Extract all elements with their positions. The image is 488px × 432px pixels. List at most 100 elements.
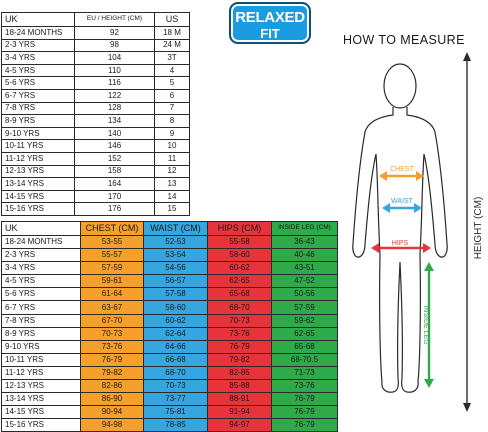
inside-leg-cell: 71-73	[271, 365, 338, 381]
size-uk-cell: 18-24 MONTHS	[1, 234, 81, 250]
eu-height-cell: 128	[74, 101, 155, 116]
size-uk-cell: 15-16 YRS	[1, 418, 81, 432]
size-uk-cell: 2-3 YRS	[1, 38, 75, 53]
how-to-measure-title: HOW TO MEASURE	[343, 33, 465, 47]
size-uk-cell: 6-7 YRS	[1, 300, 81, 315]
hips-cell: 70-73	[207, 313, 272, 328]
inside-leg-cell: 57-59	[271, 300, 338, 315]
inside-leg-cell: 76-79	[271, 405, 338, 420]
table-row: 7-8 YRS 128 7	[1, 101, 190, 116]
chest-cell: 57-59	[80, 261, 144, 276]
hips-cell: 73-76	[207, 326, 272, 341]
table-row: 10-11 YRS 146 10	[1, 139, 190, 153]
table-row: 5-6 YRS 116 5	[1, 76, 190, 90]
hips-cell: 82-85	[207, 365, 272, 381]
chest-cell: 86-90	[80, 392, 144, 407]
chest-arrow-icon	[379, 171, 424, 181]
table-row: 6-7 YRS 122 6	[1, 88, 190, 103]
waist-cell: 52-53	[143, 234, 208, 250]
eu-height-cell: 158	[74, 164, 155, 179]
eu-height-cell: 104	[74, 51, 155, 65]
badge-line-1: RELAXED	[235, 9, 305, 26]
size-us-cell: 24 M	[154, 38, 190, 53]
chest-cell: 53-55	[80, 234, 144, 250]
inside-leg-cell: 76-79	[271, 392, 338, 407]
size-uk-cell: 10-11 YRS	[1, 139, 75, 153]
table-header-row: UK EU / HEIGHT (CM) US	[1, 12, 190, 27]
inside-leg-cell: 43-51	[271, 261, 338, 276]
table-row: 9-10 YRS 73-76 64-66 76-79 65-68	[1, 339, 338, 354]
chest-cell: 90-94	[80, 405, 144, 420]
table-row: 12-13 YRS 82-86 70-73 85-88 73-76	[1, 379, 338, 394]
eu-height-cell: 146	[74, 139, 155, 153]
table-row: 14-15 YRS 170 14	[1, 189, 190, 204]
size-us-cell: 10	[154, 139, 190, 153]
table-row: 4-5 YRS 59-61 56-57 62-65 47-52	[1, 274, 338, 289]
table-row: 7-8 YRS 67-70 60-62 70-73 59-62	[1, 313, 338, 328]
size-uk-cell: 13-14 YRS	[1, 392, 81, 407]
chest-cell: 76-79	[80, 352, 144, 367]
size-uk-cell: 11-12 YRS	[1, 151, 75, 166]
eu-height-cell: 170	[74, 189, 155, 204]
column-header-us: US	[154, 12, 190, 27]
chest-cell: 55-57	[80, 248, 144, 263]
relaxed-fit-badge: RELAXED FIT	[229, 2, 311, 44]
table-row: 4-5 YRS 110 4	[1, 63, 190, 78]
hips-cell: 88-91	[207, 392, 272, 407]
column-header-chest: CHEST (CM)	[80, 221, 144, 236]
inside-leg-label: INSIDE LEG	[422, 305, 429, 344]
height-label: HEIGHT (CM)	[473, 197, 484, 260]
table-row: 10-11 YRS 76-79 66-68 79-82 68-70.5	[1, 352, 338, 367]
waist-cell: 64-66	[143, 339, 208, 354]
hips-cell: 65-68	[207, 287, 272, 302]
inside-leg-cell: 47-52	[271, 274, 338, 289]
hips-label: HIPS	[392, 240, 409, 247]
chest-cell: 79-82	[80, 365, 144, 381]
size-uk-cell: 4-5 YRS	[1, 63, 75, 78]
hips-cell: 62-65	[207, 274, 272, 289]
inside-leg-cell: 36-43	[271, 234, 338, 250]
column-header-uk: UK	[1, 12, 75, 27]
inside-leg-cell: 50-56	[271, 287, 338, 302]
size-uk-cell: 12-13 YRS	[1, 379, 81, 394]
waist-cell: 73-77	[143, 392, 208, 407]
size-us-cell: 18 M	[154, 26, 190, 40]
table-row: 3-4 YRS 104 3T	[1, 51, 190, 65]
chest-cell: 70-73	[80, 326, 144, 341]
size-us-cell: 7	[154, 101, 190, 116]
eu-height-cell: 92	[74, 26, 155, 40]
inside-leg-cell: 76-79	[271, 418, 338, 432]
chest-cell: 94-98	[80, 418, 144, 432]
child-measurement-figure: CHEST WAIST HIPS INSIDE LEG HEIGHT (CM)	[352, 52, 484, 412]
hips-cell: 68-70	[207, 300, 272, 315]
inside-leg-arrow-icon	[424, 262, 434, 388]
hips-cell: 85-88	[207, 379, 272, 394]
table-row: 2-3 YRS 98 24 M	[1, 38, 190, 53]
eu-height-cell: 176	[74, 202, 155, 216]
size-uk-cell: 6-7 YRS	[1, 88, 75, 103]
hips-cell: 60-62	[207, 261, 272, 276]
table-row: 3-4 YRS 57-59 54-56 60-62 43-51	[1, 261, 338, 276]
size-uk-cell: 10-11 YRS	[1, 352, 81, 367]
inside-leg-cell: 68-70.5	[271, 352, 338, 367]
table-row: 9-10 YRS 140 9	[1, 126, 190, 141]
inside-leg-cell: 59-62	[271, 313, 338, 328]
waist-cell: 78-85	[143, 418, 208, 432]
size-uk-cell: 9-10 YRS	[1, 339, 81, 354]
size-uk-cell: 7-8 YRS	[1, 313, 81, 328]
size-table-body-measurements: UK CHEST (CM) WAIST (CM) HIPS (CM) INSID…	[1, 221, 338, 432]
size-us-cell: 3T	[154, 51, 190, 65]
table-row: 2-3 YRS 55-57 53-54 58-60 40-46	[1, 248, 338, 263]
size-uk-cell: 18-24 MONTHS	[1, 26, 75, 40]
waist-cell: 56-57	[143, 274, 208, 289]
size-uk-cell: 8-9 YRS	[1, 114, 75, 128]
waist-cell: 62-64	[143, 326, 208, 341]
chest-cell: 59-61	[80, 274, 144, 289]
chest-cell: 73-76	[80, 339, 144, 354]
table-row: 12-13 YRS 158 12	[1, 164, 190, 179]
eu-height-cell: 134	[74, 114, 155, 128]
table-row: 18-24 MONTHS 53-55 52-53 55-58 36-43	[1, 234, 338, 250]
eu-height-cell: 152	[74, 151, 155, 166]
hips-arrow-icon	[371, 243, 431, 253]
table-row: 8-9 YRS 70-73 62-64 73-76 62-65	[1, 326, 338, 341]
